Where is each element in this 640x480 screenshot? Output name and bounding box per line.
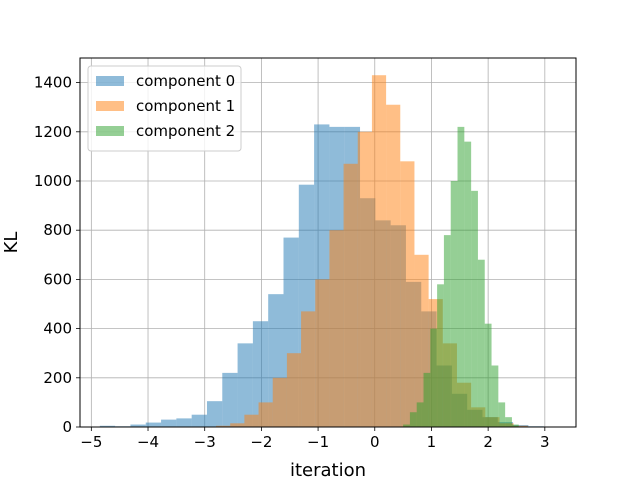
x-tick-label: −1 [307,433,329,451]
x-tick-label: −3 [194,433,216,451]
histogram-bar [301,311,316,427]
legend: component 0 component 1 component 2 [87,65,242,152]
histogram-bar [244,414,259,427]
histogram-bar [237,343,253,427]
y-tick-label: 400 [43,320,72,338]
y-tick-label: 200 [43,369,72,387]
histogram-bar [206,401,223,427]
histogram-bar [430,328,438,427]
legend-swatch [96,101,124,111]
histogram-bar [511,424,519,427]
histogram-bar [400,161,415,427]
legend-swatch [96,126,124,136]
histogram-bar [191,414,207,427]
histogram-bar [230,423,245,427]
histogram-bar [409,412,417,427]
x-tick-label: 2 [483,433,493,451]
histogram-bar [357,131,372,428]
x-tick-label: 3 [540,433,550,451]
histogram-bar [513,425,528,427]
histogram-bar [491,365,499,427]
histogram-bar [252,321,269,427]
x-tick-label: 1 [427,433,437,451]
histogram-bar [443,235,451,427]
legend-label: component 1 [136,97,235,115]
histogram-bar [343,163,358,427]
histogram-bar [498,402,506,427]
histogram-bar [477,259,485,427]
y-tick-label: 0 [62,418,72,436]
legend-swatch [96,76,124,86]
y-tick-label: 1200 [34,123,72,141]
histogram-bar [161,419,177,427]
histogram-bar [416,402,424,427]
histogram-bar [484,323,492,427]
histogram-bar [437,284,444,427]
y-tick-label: 1000 [34,172,72,190]
x-tick-label: −2 [250,433,272,451]
histogram-bar [176,418,192,427]
legend-box [87,65,242,152]
legend-label: component 2 [136,122,235,140]
y-tick-label: 800 [43,221,72,239]
x-tick-label: −4 [137,433,159,451]
axes-frame [79,57,577,428]
histogram-bar [505,417,512,427]
histogram-bar [145,422,162,427]
series-2 [403,126,526,427]
x-axis-label: iteration [290,460,366,480]
y-axis-label: KL [1,232,22,254]
histogram-bar [386,104,401,428]
histogram-bar [216,425,231,427]
y-tick-label: 1400 [34,74,72,92]
histogram-bar [371,75,387,427]
histogram-bar [329,230,344,427]
histogram-bar [457,126,465,427]
histogram-bar [423,372,431,427]
histogram-bar [130,424,146,427]
histogram-bar [471,190,478,427]
x-tick-label: −5 [80,433,102,451]
histogram-bar [403,424,410,427]
histogram-bar [99,425,116,427]
histogram-bar [450,181,458,427]
histogram-bar [272,377,287,427]
x-tick-label: 0 [370,433,380,451]
y-tick-label: 600 [43,270,72,288]
histogram-bar [315,279,330,427]
legend-label: component 0 [136,72,235,90]
histogram-bar [286,353,302,427]
bars [99,75,559,428]
histogram-bar [464,141,472,427]
histogram-bar [258,402,273,427]
ticks: −5 −4 −3 −2 −1 0 1 2 3 0 200 400 600 800 1000 1200 1400 [34,74,550,451]
histogram-bar [222,372,238,427]
